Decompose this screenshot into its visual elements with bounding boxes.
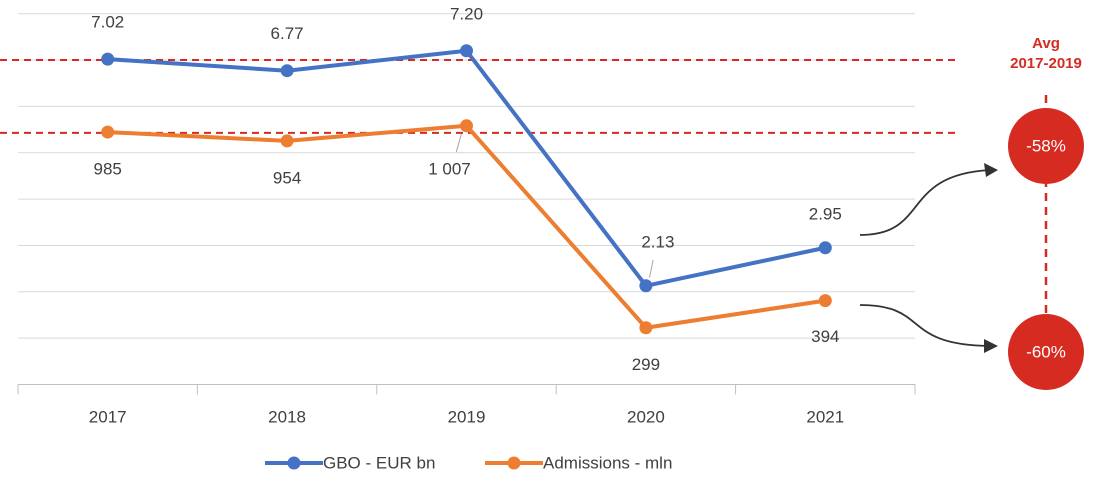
data-label: 1 007	[428, 159, 471, 178]
marker	[280, 134, 294, 148]
data-label: 394	[811, 327, 839, 346]
x-tick-label: 2017	[89, 407, 127, 426]
marker	[280, 64, 294, 78]
marker	[639, 321, 653, 335]
legend-label: Admissions - mln	[543, 453, 672, 472]
data-label: 6.77	[271, 24, 304, 43]
legend-marker	[287, 456, 301, 470]
x-tick-label: 2021	[806, 407, 844, 426]
legend-label: GBO - EUR bn	[323, 453, 435, 472]
annotations: Avg 2017-2019 -58% -60%	[1008, 35, 1084, 390]
marker	[818, 241, 832, 255]
marker	[460, 44, 473, 58]
leader-line	[649, 259, 654, 278]
marker	[460, 119, 473, 133]
change-badge	[1008, 314, 1084, 390]
marker	[101, 52, 115, 66]
annotation-title: 2017-2019	[1010, 55, 1082, 72]
data-label: 2.95	[809, 204, 842, 223]
arrow	[859, 169, 991, 236]
change-label: -58%	[1026, 136, 1066, 155]
change-badge	[1008, 108, 1084, 184]
x-tick-label: 2020	[627, 407, 665, 426]
arrow-head	[984, 339, 998, 353]
change-label: -60%	[1026, 342, 1066, 361]
marker	[101, 125, 115, 139]
data-label: 7.02	[91, 13, 124, 32]
data-label: 2.13	[641, 232, 674, 251]
arrow-head	[984, 163, 998, 177]
marker	[639, 279, 653, 293]
data-label: 985	[94, 160, 122, 179]
data-label: 299	[632, 355, 660, 374]
arrow	[859, 304, 991, 347]
x-tick-label: 2018	[268, 407, 306, 426]
leader-line	[455, 133, 462, 153]
data-label: 954	[273, 168, 301, 187]
marker	[818, 294, 832, 308]
legend-marker	[507, 456, 521, 470]
series-line	[107, 123, 826, 330]
annotation-title: Avg	[1032, 35, 1060, 52]
x-tick-label: 2019	[448, 407, 486, 426]
data-label: 7.20	[450, 4, 483, 23]
